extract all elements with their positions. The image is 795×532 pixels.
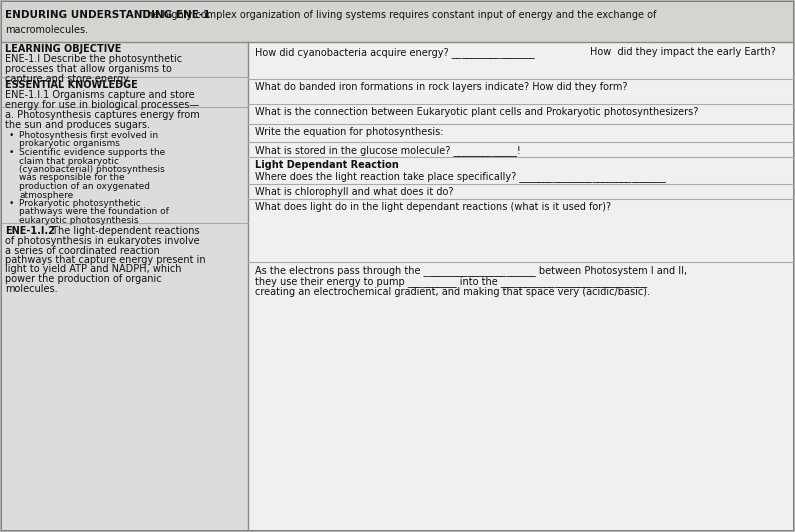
- Text: ENE-1.I.1 Organisms capture and store: ENE-1.I.1 Organisms capture and store: [5, 90, 195, 100]
- Text: As the electrons pass through the _______________________ between Photosystem I : As the electrons pass through the ______…: [255, 265, 687, 276]
- Text: How did cyanobacteria acquire energy? _________________: How did cyanobacteria acquire energy? __…: [255, 47, 534, 58]
- Text: (cyanobacterial) photosynthesis: (cyanobacterial) photosynthesis: [19, 165, 165, 174]
- Text: ENDURING UNDERSTANDING ENE-1: ENDURING UNDERSTANDING ENE-1: [5, 10, 211, 20]
- Text: •: •: [9, 199, 14, 208]
- Text: What do banded iron formations in rock layers indicate? How did they form?: What do banded iron formations in rock l…: [255, 82, 627, 92]
- Text: a series of coordinated reaction: a series of coordinated reaction: [5, 245, 160, 255]
- Text: Photosynthesis first evolved in: Photosynthesis first evolved in: [19, 131, 158, 140]
- Text: a. Photosynthesis captures energy from: a. Photosynthesis captures energy from: [5, 110, 200, 120]
- Text: What is chlorophyll and what does it do?: What is chlorophyll and what does it do?: [255, 187, 453, 197]
- Text: capture and store energy.: capture and store energy.: [5, 74, 130, 84]
- Text: What is stored in the glucose molecule? _____________!: What is stored in the glucose molecule? …: [255, 145, 521, 156]
- Text: pathways were the foundation of: pathways were the foundation of: [19, 207, 169, 217]
- Text: •: •: [9, 131, 14, 140]
- Text: production of an oxygenated: production of an oxygenated: [19, 182, 150, 191]
- Text: the sun and produces sugars.: the sun and produces sugars.: [5, 120, 150, 130]
- Text: they use their energy to pump __________ into the ______________________________: they use their energy to pump __________…: [255, 276, 647, 287]
- Text: The light-dependent reactions: The light-dependent reactions: [49, 227, 200, 237]
- Text: What does light do in the light dependant reactions (what is it used for)?: What does light do in the light dependan…: [255, 202, 611, 212]
- Text: Where does the light reaction take place specifically? _________________________: Where does the light reaction take place…: [255, 171, 665, 182]
- Text: energy for use in biological processes—: energy for use in biological processes—: [5, 100, 199, 110]
- Text: How  did they impact the early Earth?: How did they impact the early Earth?: [590, 47, 776, 57]
- Bar: [2, 2, 793, 42]
- Text: power the production of organic: power the production of organic: [5, 274, 161, 284]
- Text: ENE-1.I Describe the photosynthetic: ENE-1.I Describe the photosynthetic: [5, 54, 182, 64]
- Text: Light Dependant Reaction: Light Dependant Reaction: [255, 160, 399, 170]
- Text: Write the equation for photosynthesis:: Write the equation for photosynthesis:: [255, 127, 444, 137]
- Text: Scientific evidence supports the: Scientific evidence supports the: [19, 148, 165, 157]
- Text: eukaryotic photosynthesis: eukaryotic photosynthesis: [19, 216, 138, 225]
- Bar: [2, 42, 248, 530]
- Text: •: •: [9, 148, 14, 157]
- Text: was responsible for the: was responsible for the: [19, 173, 125, 182]
- Text: molecules.: molecules.: [5, 284, 57, 294]
- Text: ESSENTIAL KNOWLEDGE: ESSENTIAL KNOWLEDGE: [5, 80, 138, 90]
- Text: light to yield ATP and NADPH, which: light to yield ATP and NADPH, which: [5, 264, 181, 275]
- Text: processes that allow organisms to: processes that allow organisms to: [5, 64, 172, 74]
- Text: macromolecules.: macromolecules.: [5, 25, 88, 35]
- Text: What is the connection between Eukaryotic plant cells and Prokaryotic photosynth: What is the connection between Eukaryoti…: [255, 107, 698, 117]
- Text: ENE-1.I.2: ENE-1.I.2: [5, 227, 55, 237]
- Text: The highly complex organization of living systems requires constant input of ene: The highly complex organization of livin…: [138, 10, 657, 20]
- Text: atmosphere: atmosphere: [19, 190, 73, 200]
- Text: of photosynthesis in eukaryotes involve: of photosynthesis in eukaryotes involve: [5, 236, 200, 246]
- Text: Prokaryotic photosynthetic: Prokaryotic photosynthetic: [19, 199, 141, 208]
- Text: prokaryotic organisms: prokaryotic organisms: [19, 139, 120, 148]
- Text: claim that prokaryotic: claim that prokaryotic: [19, 156, 119, 165]
- Text: creating an electrochemical gradient, and making that space very (acidic/basic).: creating an electrochemical gradient, an…: [255, 287, 650, 297]
- Text: LEARNING OBJECTIVE: LEARNING OBJECTIVE: [5, 44, 122, 54]
- Text: pathways that capture energy present in: pathways that capture energy present in: [5, 255, 206, 265]
- Bar: [248, 42, 793, 530]
